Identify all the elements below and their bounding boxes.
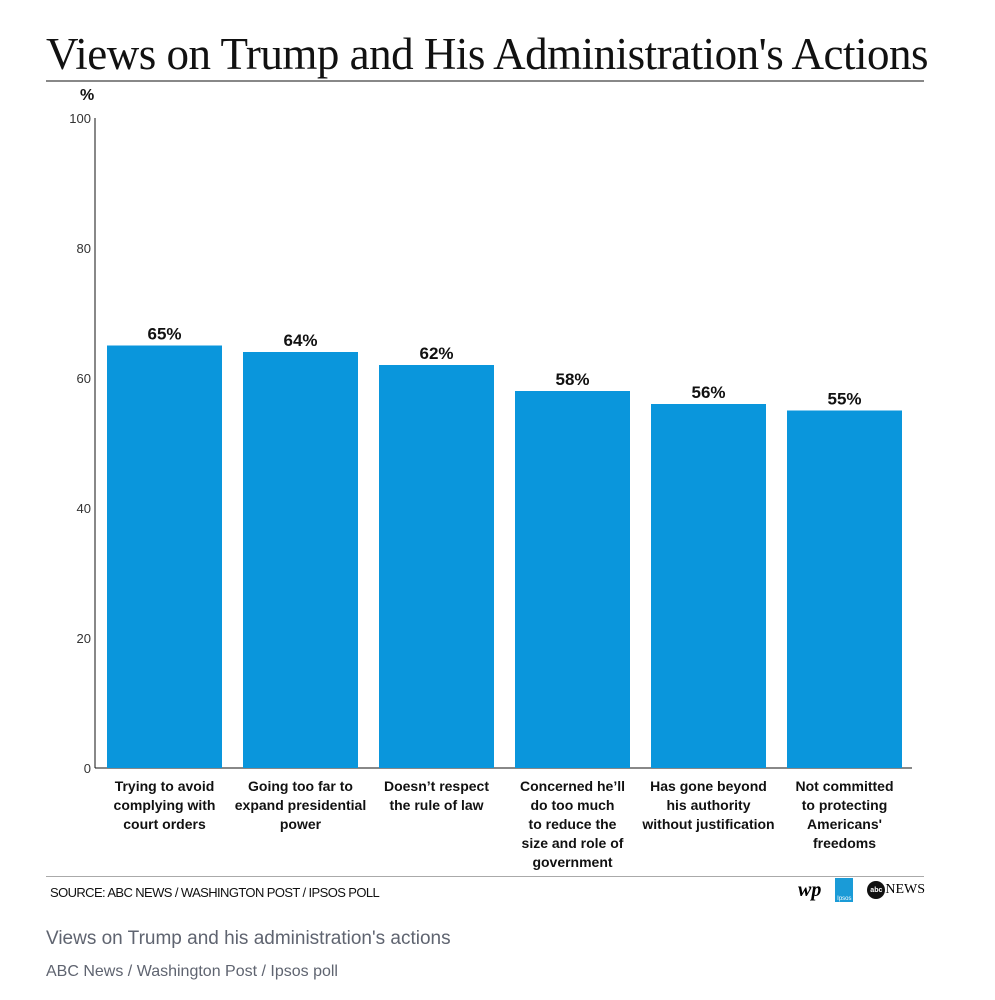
bar-chart: 0 20 40 60 80 100 65% Trying to avoid complying … [69,111,912,870]
data-label: 64% [283,331,317,350]
x-tick-label: Concerned he’ll do too much to reduce the s… [520,778,625,870]
bar [787,410,902,768]
y-tick-label: 20 [77,631,91,646]
y-tick-label: 80 [77,241,91,256]
bar [243,352,358,768]
data-label: 55% [827,390,861,409]
bar [515,391,630,768]
logos: wp Ipsos abc NEWS [798,878,925,902]
y-axis-label: % [80,87,95,104]
bar [651,404,766,768]
title-rule [46,80,924,82]
y-tick-label: 40 [77,501,91,516]
data-label: 56% [691,383,725,402]
y-tick-label: 0 [84,761,91,776]
data-label: 58% [555,370,589,389]
y-tick-label: 60 [77,371,91,386]
source-text: SOURCE: ABC NEWS / WASHINGTON POST / IPS… [50,885,380,900]
y-tick-label: 100 [69,111,91,126]
bar [379,365,494,768]
footer-rule [46,876,924,877]
washington-post-logo: wp [797,878,822,901]
abc-news-logo: abc NEWS [867,881,925,899]
chart-title: Views on Trump and His Administration's … [46,29,928,79]
data-label: 65% [147,325,181,344]
x-tick-label: Doesn’t respect the rule of law [384,778,489,813]
caption-title: Views on Trump and his administration's … [46,928,451,949]
x-tick-label: Going too far to expand presidential power [235,778,366,832]
caption-subtitle: ABC News / Washington Post / Ipsos poll [46,963,338,980]
bar [107,345,222,768]
data-label: 62% [419,344,453,363]
ipsos-logo: Ipsos [835,878,854,902]
x-tick-label: Trying to avoid complying with court order… [114,778,216,832]
x-tick-label: Not committed to protecting Americans' free… [796,778,894,851]
x-tick-label: Has gone beyond his authority without just… [641,778,774,832]
